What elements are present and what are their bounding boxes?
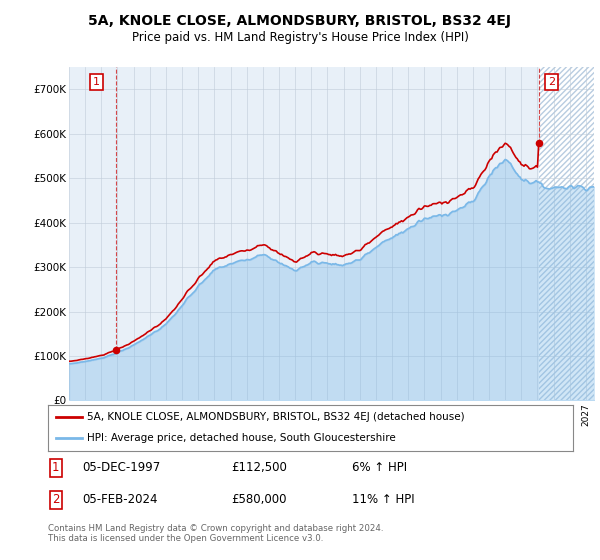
Text: 2: 2 [548, 77, 555, 87]
Text: Price paid vs. HM Land Registry's House Price Index (HPI): Price paid vs. HM Land Registry's House … [131, 31, 469, 44]
Text: Contains HM Land Registry data © Crown copyright and database right 2024.
This d: Contains HM Land Registry data © Crown c… [48, 524, 383, 543]
Text: 11% ↑ HPI: 11% ↑ HPI [353, 493, 415, 506]
Text: 1: 1 [93, 77, 100, 87]
Text: HPI: Average price, detached house, South Gloucestershire: HPI: Average price, detached house, Sout… [88, 433, 396, 444]
Text: £580,000: £580,000 [232, 493, 287, 506]
Text: 05-FEB-2024: 05-FEB-2024 [82, 493, 158, 506]
Text: 2: 2 [52, 493, 59, 506]
Text: 6% ↑ HPI: 6% ↑ HPI [353, 461, 407, 474]
Text: £112,500: £112,500 [232, 461, 287, 474]
Polygon shape [539, 67, 594, 400]
Point [534, 138, 544, 147]
Point [112, 346, 121, 355]
Text: 5A, KNOLE CLOSE, ALMONDSBURY, BRISTOL, BS32 4EJ: 5A, KNOLE CLOSE, ALMONDSBURY, BRISTOL, B… [89, 14, 511, 28]
Text: 5A, KNOLE CLOSE, ALMONDSBURY, BRISTOL, BS32 4EJ (detached house): 5A, KNOLE CLOSE, ALMONDSBURY, BRISTOL, B… [88, 412, 465, 422]
Text: 05-DEC-1997: 05-DEC-1997 [82, 461, 160, 474]
Text: 1: 1 [52, 461, 59, 474]
